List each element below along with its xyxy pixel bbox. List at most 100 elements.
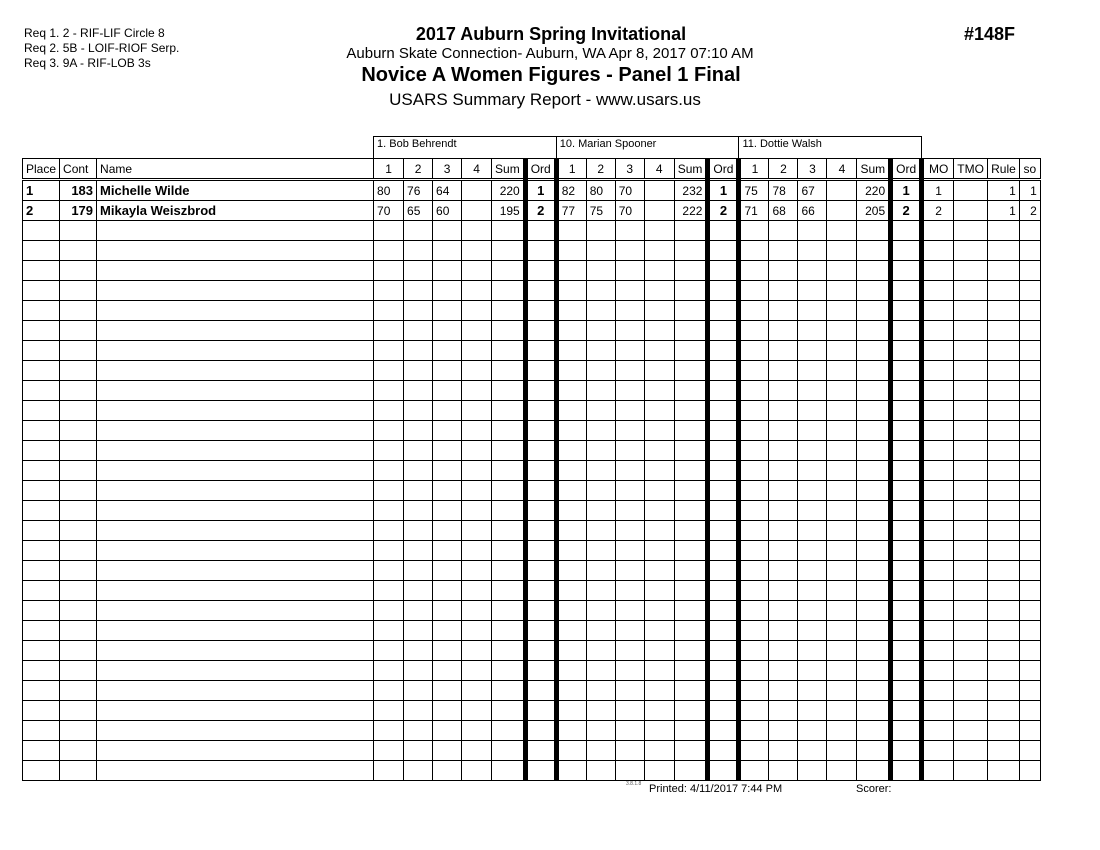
score: 64: [432, 179, 463, 201]
col-score: 1: [736, 158, 770, 181]
col-score: 4: [826, 158, 858, 181]
empty-row: [21, 320, 1041, 341]
rule: 1: [987, 200, 1020, 221]
venue-date: Auburn Skate Connection- Auburn, WA Apr …: [346, 45, 754, 62]
score: [643, 200, 675, 221]
col-score: 4: [643, 158, 675, 181]
score: 2: [522, 200, 557, 221]
event-title: Novice A Women Figures - Panel 1 Final: [361, 64, 741, 86]
col-tmo: TMO: [953, 158, 989, 181]
col-score: Sum: [856, 158, 892, 181]
score: 65: [403, 200, 434, 221]
score: 1: [888, 179, 923, 201]
score: 70: [614, 179, 645, 201]
empty-row: [21, 300, 1041, 321]
score: 1: [522, 179, 557, 201]
col-score: Ord: [888, 158, 923, 181]
col-score: 4: [461, 158, 493, 181]
score: 80: [585, 179, 616, 201]
score: 1: [705, 179, 740, 201]
empty-row: [21, 560, 1041, 581]
empty-row: [21, 460, 1041, 481]
so: 2: [1018, 200, 1041, 221]
empty-row: [21, 660, 1041, 681]
col-score: 1: [553, 158, 587, 181]
col-rule: Rule: [987, 158, 1020, 181]
empty-row: [21, 620, 1041, 641]
empty-row: [21, 380, 1041, 401]
mo: 1: [919, 179, 955, 201]
empty-row: [21, 500, 1041, 521]
mo: 2: [919, 200, 955, 221]
empty-row: [21, 740, 1041, 761]
report-title: USARS Summary Report - www.usars.us: [389, 90, 701, 109]
competition-title: 2017 Auburn Spring Invitational: [415, 24, 687, 44]
score: 71: [736, 200, 770, 221]
col-score: 3: [614, 158, 645, 181]
event-number: #148F: [964, 24, 1016, 44]
score: 78: [768, 179, 799, 201]
col-score: 2: [768, 158, 799, 181]
cont: 183: [59, 179, 98, 201]
empty-row: [21, 540, 1041, 561]
skater-name: Mikayla Weiszbrod: [96, 200, 375, 221]
score: 70: [614, 200, 645, 221]
score: 60: [432, 200, 463, 221]
score: 75: [585, 200, 616, 221]
col-score: 3: [432, 158, 463, 181]
so: 1: [1018, 179, 1041, 201]
tmo: [953, 179, 989, 201]
score: 67: [797, 179, 828, 201]
table-row: 1 183 Michelle Wilde 80 76 64 220 1 82 80 70 232 1 75…: [21, 179, 1041, 201]
judge-header: 1. Bob Behrendt: [373, 136, 557, 159]
col-score: 2: [585, 158, 616, 181]
score: [461, 200, 493, 221]
results-table: 1. Bob Behrendt 10. Marian Spooner 11. Dot…: [21, 136, 1041, 781]
score: 205: [856, 200, 892, 221]
col-cont: Cont: [59, 158, 98, 181]
printed-date: Printed: 4/11/2017 7:44 PM: [649, 783, 783, 795]
col-score: Sum: [491, 158, 526, 181]
requirement: Req 3. 9A - RIF-LOB 3s: [24, 56, 151, 70]
empty-row: [21, 220, 1041, 241]
empty-row: [21, 640, 1041, 661]
empty-row: [21, 260, 1041, 281]
empty-row: [21, 240, 1041, 261]
score: 222: [673, 200, 709, 221]
empty-row: [21, 700, 1041, 721]
empty-row: [21, 720, 1041, 741]
requirement: Req 1. 2 - RIF-LIF Circle 8: [24, 26, 165, 40]
empty-row: [21, 580, 1041, 601]
version: 3.8.1.8: [626, 781, 642, 787]
place: 1: [21, 179, 61, 201]
score: 77: [553, 200, 587, 221]
col-score: 2: [403, 158, 434, 181]
col-score: 3: [797, 158, 828, 181]
col-score: Sum: [673, 158, 709, 181]
cont: 179: [59, 200, 98, 221]
rule: 1: [987, 179, 1020, 201]
score: 220: [856, 179, 892, 201]
empty-row: [21, 400, 1041, 421]
score: [826, 200, 858, 221]
place: 2: [21, 200, 61, 221]
scorer-label: Scorer:: [856, 783, 892, 795]
col-name: Name: [96, 158, 375, 181]
col-mo: MO: [919, 158, 955, 181]
col-score: Ord: [705, 158, 740, 181]
empty-row: [21, 600, 1041, 621]
score: [643, 179, 675, 201]
score: 68: [768, 200, 799, 221]
empty-row: [21, 520, 1041, 541]
empty-row: [21, 360, 1041, 381]
requirements: Req 1. 2 - RIF-LIF Circle 8 Req 2. 5B - …: [24, 26, 179, 71]
col-score: Ord: [522, 158, 557, 181]
score: 66: [797, 200, 828, 221]
score: 2: [888, 200, 923, 221]
col-place: Place: [21, 158, 61, 181]
score: 70: [373, 200, 405, 221]
score: 2: [705, 200, 740, 221]
score: 220: [491, 179, 526, 201]
score: 80: [373, 179, 405, 201]
empty-row: [21, 480, 1041, 501]
